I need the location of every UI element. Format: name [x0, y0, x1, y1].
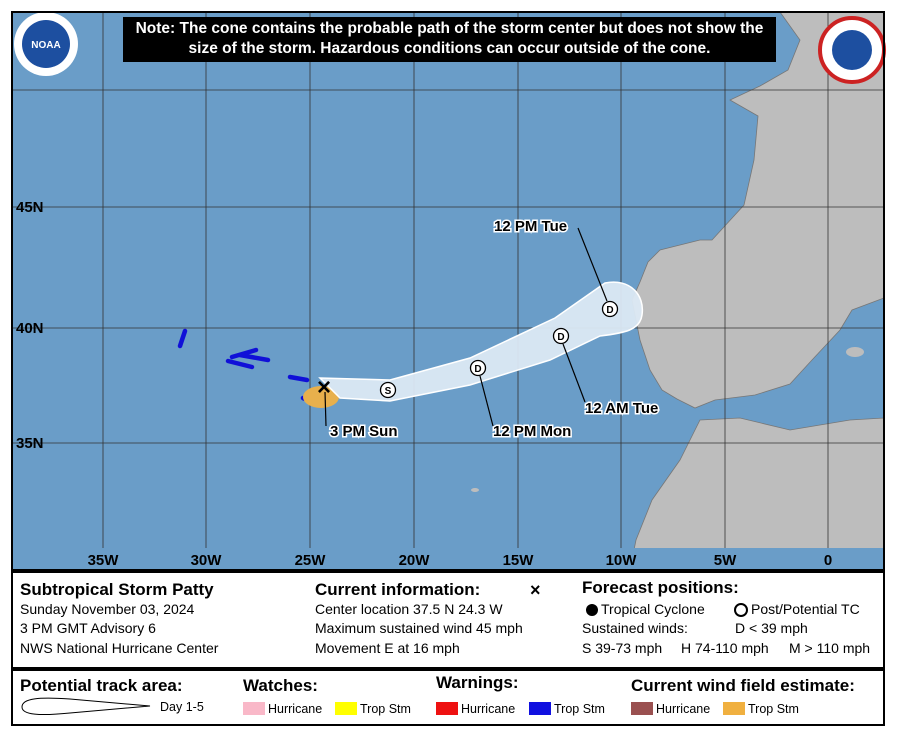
map-frame: [11, 11, 885, 571]
lon-label: 30W: [191, 552, 223, 569]
lat-label: 35N: [16, 435, 44, 452]
storm-name: Subtropical Storm Patty: [20, 580, 214, 599]
forecast-point-label: S: [385, 386, 392, 397]
forecast-h: H 74-110 mph: [681, 640, 769, 656]
current-symbol: ×: [530, 580, 541, 600]
forecast-sustained: Sustained winds:: [582, 620, 688, 636]
lon-label: 25W: [295, 552, 327, 569]
label: Hurricane: [656, 702, 711, 716]
label: Trop Stm: [748, 702, 799, 716]
track-day: Day 1-5: [160, 700, 204, 714]
date: Sunday November 03, 2024: [20, 601, 195, 617]
lon-label: 20W: [399, 552, 431, 569]
track-icon: [21, 697, 151, 716]
forecast-s: S 39-73 mph: [582, 640, 663, 656]
warnings-title: Warnings:: [436, 673, 519, 692]
current-title: Current information:: [315, 580, 481, 599]
warning-tropstm: Trop Stm: [529, 702, 605, 716]
wind-tropstm: Trop Stm: [723, 702, 799, 716]
forecast-point-label: D: [474, 364, 481, 375]
wind-field: [303, 386, 339, 408]
time-label: 3 PM Sun: [330, 423, 398, 440]
label: Trop Stm: [360, 702, 411, 716]
label: Trop Stm: [554, 702, 605, 716]
lon-label: 0: [824, 552, 832, 569]
graticule: [12, 12, 884, 548]
legend-frame: [11, 669, 885, 726]
noaa-logo-text: NOAA: [31, 40, 60, 51]
forecast-point: [601, 300, 619, 318]
time-label: 12 AM Tue: [585, 400, 658, 417]
forecast-point: [379, 381, 397, 399]
nws-logo-inner: [832, 30, 872, 70]
current-location: Center location 37.5 N 24.3 W: [315, 601, 503, 617]
lat-label: 45N: [16, 199, 44, 216]
lon-label: 10W: [606, 552, 638, 569]
forecast-title: Forecast positions:: [582, 578, 739, 597]
label: Hurricane: [268, 702, 323, 716]
island: [846, 347, 864, 357]
noaa-logo-inner: [22, 20, 70, 68]
watch-hurricane: Hurricane: [243, 702, 322, 716]
lat-label: 40N: [16, 320, 44, 337]
leaders: [324, 227, 608, 427]
time-label: 12 PM Mon: [493, 423, 571, 440]
forecast-point-label: D: [557, 332, 564, 343]
forecast-point-label: D: [606, 305, 613, 316]
lon-strip: [12, 548, 884, 570]
forecast-m: M > 110 mph: [789, 640, 871, 656]
watch-tropstm: Trop Stm: [335, 702, 411, 716]
forecast-point: [552, 327, 570, 345]
watches-title: Watches:: [243, 676, 318, 695]
tc-icon: [586, 604, 598, 616]
info-frame: [11, 571, 885, 669]
current-movement: Movement E at 16 mph: [315, 640, 460, 656]
cone: [318, 281, 644, 402]
track-title: Potential track area:: [20, 676, 183, 695]
lon-label: 5W: [714, 552, 737, 569]
lon-label: 15W: [503, 552, 535, 569]
office: NWS National Hurricane Center: [20, 640, 219, 656]
wind-field-title: Current wind field estimate:: [631, 676, 855, 695]
wind-hurricane: Hurricane: [631, 702, 710, 716]
note: Note: The cone contains the probable pat…: [123, 17, 776, 62]
current-wind: Maximum sustained wind 45 mph: [315, 620, 523, 636]
current-position: ×: [317, 374, 331, 401]
forecast-tc: Tropical Cyclone: [601, 601, 705, 617]
warning-hurricane: Hurricane: [436, 702, 515, 716]
forecast-point: [469, 359, 487, 377]
island: [471, 488, 479, 492]
forecast-d: D < 39 mph: [735, 620, 808, 636]
advisory: 3 PM GMT Advisory 6: [20, 620, 156, 636]
forecast-ptc: Post/Potential TC: [751, 601, 860, 617]
ptc-icon: [734, 603, 748, 617]
time-label: 12 PM Tue: [494, 218, 567, 235]
label: Hurricane: [461, 702, 516, 716]
lon-label: 35W: [88, 552, 120, 569]
